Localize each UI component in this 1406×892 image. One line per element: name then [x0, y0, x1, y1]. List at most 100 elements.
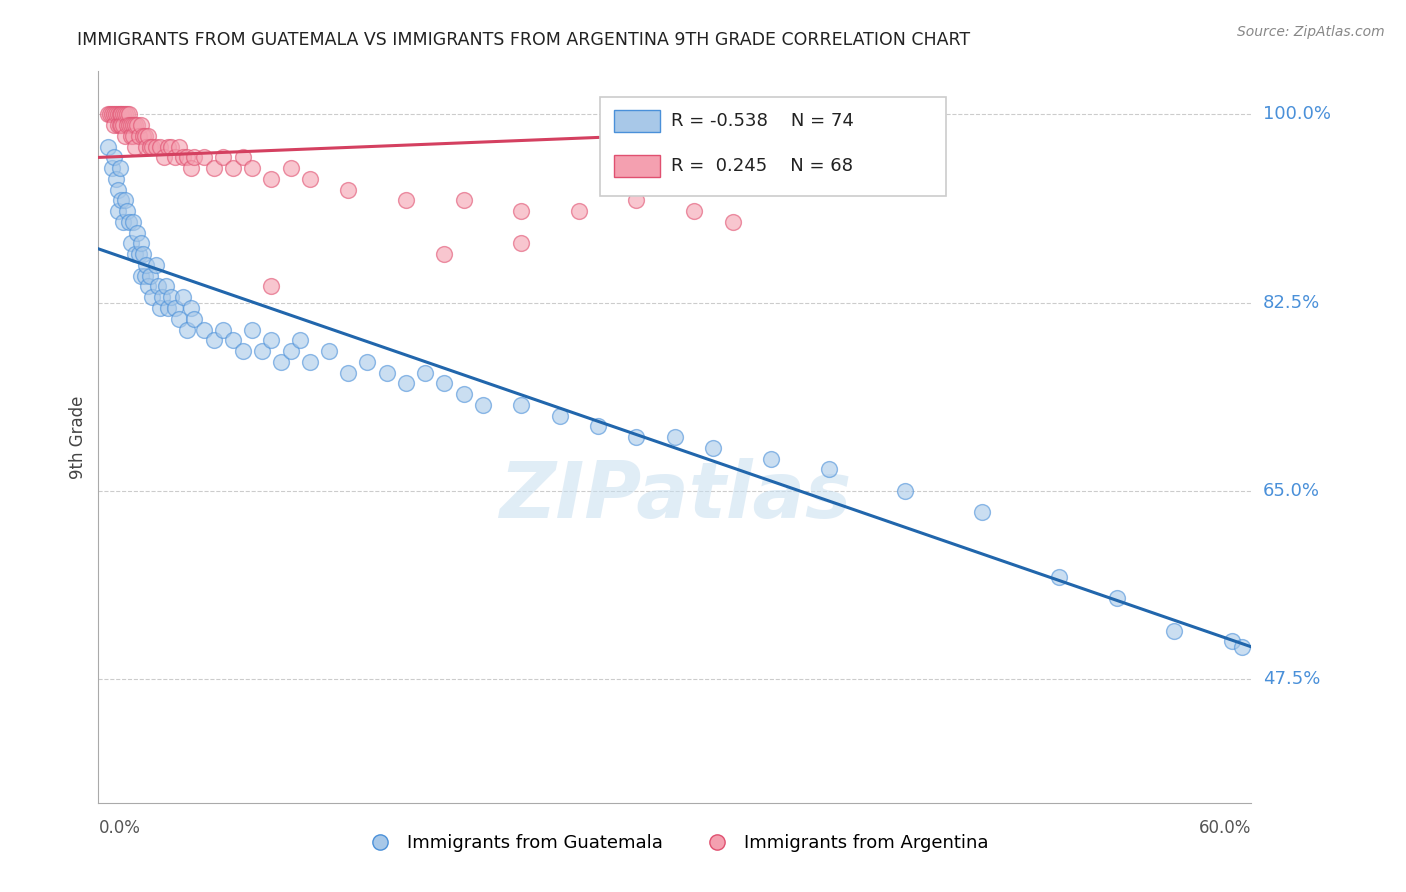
Text: 100.0%: 100.0% — [1263, 105, 1331, 123]
Point — [122, 118, 145, 132]
Point — [108, 107, 131, 121]
Point — [250, 344, 273, 359]
Point — [107, 118, 129, 132]
Point — [1047, 570, 1070, 584]
Point — [222, 333, 245, 347]
Point — [146, 279, 169, 293]
Text: Source: ZipAtlas.com: Source: ZipAtlas.com — [1237, 25, 1385, 39]
Point — [112, 107, 135, 121]
Point — [120, 236, 142, 251]
Text: 60.0%: 60.0% — [1199, 819, 1251, 837]
Point — [972, 505, 994, 519]
Point — [149, 301, 172, 315]
Point — [664, 430, 686, 444]
Point — [280, 161, 302, 176]
Point — [141, 290, 163, 304]
Point — [131, 128, 153, 143]
Point — [290, 333, 312, 347]
Point — [222, 161, 245, 176]
Text: R =  0.245    N = 68: R = 0.245 N = 68 — [672, 158, 853, 176]
Point — [129, 236, 152, 251]
Point — [108, 118, 131, 132]
Point — [759, 451, 782, 466]
Point — [117, 107, 138, 121]
Point — [108, 161, 131, 176]
Point — [356, 355, 378, 369]
Point — [110, 194, 132, 208]
Y-axis label: 9th Grade: 9th Grade — [69, 395, 87, 479]
Point — [180, 161, 202, 176]
Point — [1230, 640, 1253, 654]
Point — [114, 128, 136, 143]
Point — [120, 128, 142, 143]
Point — [124, 118, 146, 132]
Point — [626, 194, 648, 208]
Point — [110, 107, 132, 121]
Point — [586, 419, 609, 434]
Point — [114, 194, 136, 208]
Bar — [614, 155, 659, 178]
Text: 47.5%: 47.5% — [1263, 670, 1320, 688]
Point — [683, 204, 706, 219]
Point — [117, 118, 138, 132]
Point — [626, 430, 648, 444]
Point — [149, 139, 172, 153]
Point — [231, 150, 254, 164]
Point — [240, 161, 263, 176]
Point — [568, 204, 591, 219]
Point — [135, 258, 157, 272]
Point — [318, 344, 340, 359]
Point — [118, 107, 141, 121]
Text: 65.0%: 65.0% — [1263, 482, 1320, 500]
Point — [510, 236, 533, 251]
Point — [114, 107, 136, 121]
Point — [453, 387, 475, 401]
Point — [139, 268, 162, 283]
Point — [118, 215, 141, 229]
Point — [453, 194, 475, 208]
Point — [176, 322, 198, 336]
Point — [103, 118, 125, 132]
Point — [165, 150, 187, 164]
Point — [1220, 634, 1243, 648]
Point — [433, 376, 456, 391]
Text: IMMIGRANTS FROM GUATEMALA VS IMMIGRANTS FROM ARGENTINA 9TH GRADE CORRELATION CHA: IMMIGRANTS FROM GUATEMALA VS IMMIGRANTS … — [77, 31, 970, 49]
Text: 0.0%: 0.0% — [98, 819, 141, 837]
Bar — [614, 110, 659, 132]
Point — [433, 247, 456, 261]
Point — [112, 215, 135, 229]
Point — [155, 279, 177, 293]
Point — [107, 183, 129, 197]
Point — [395, 194, 418, 208]
Point — [124, 139, 146, 153]
Point — [145, 258, 167, 272]
Point — [337, 366, 360, 380]
Point — [101, 107, 124, 121]
Legend: Immigrants from Guatemala, Immigrants from Argentina: Immigrants from Guatemala, Immigrants fr… — [354, 827, 995, 860]
Point — [1105, 591, 1128, 606]
Point — [160, 290, 183, 304]
Point — [298, 172, 321, 186]
Point — [129, 118, 152, 132]
Text: 82.5%: 82.5% — [1263, 293, 1320, 311]
Point — [298, 355, 321, 369]
Point — [107, 204, 129, 219]
Point — [193, 322, 215, 336]
Point — [193, 150, 215, 164]
Point — [471, 398, 494, 412]
Point — [260, 172, 283, 186]
Point — [98, 107, 121, 121]
Point — [176, 150, 198, 164]
Point — [141, 139, 163, 153]
Point — [129, 268, 152, 283]
Point — [167, 311, 190, 326]
Point — [759, 123, 782, 137]
Point — [212, 150, 235, 164]
Point — [280, 344, 302, 359]
Point — [122, 128, 145, 143]
Point — [741, 134, 763, 148]
Point — [118, 118, 141, 132]
Point — [122, 215, 145, 229]
Point — [510, 398, 533, 412]
Point — [103, 150, 125, 164]
